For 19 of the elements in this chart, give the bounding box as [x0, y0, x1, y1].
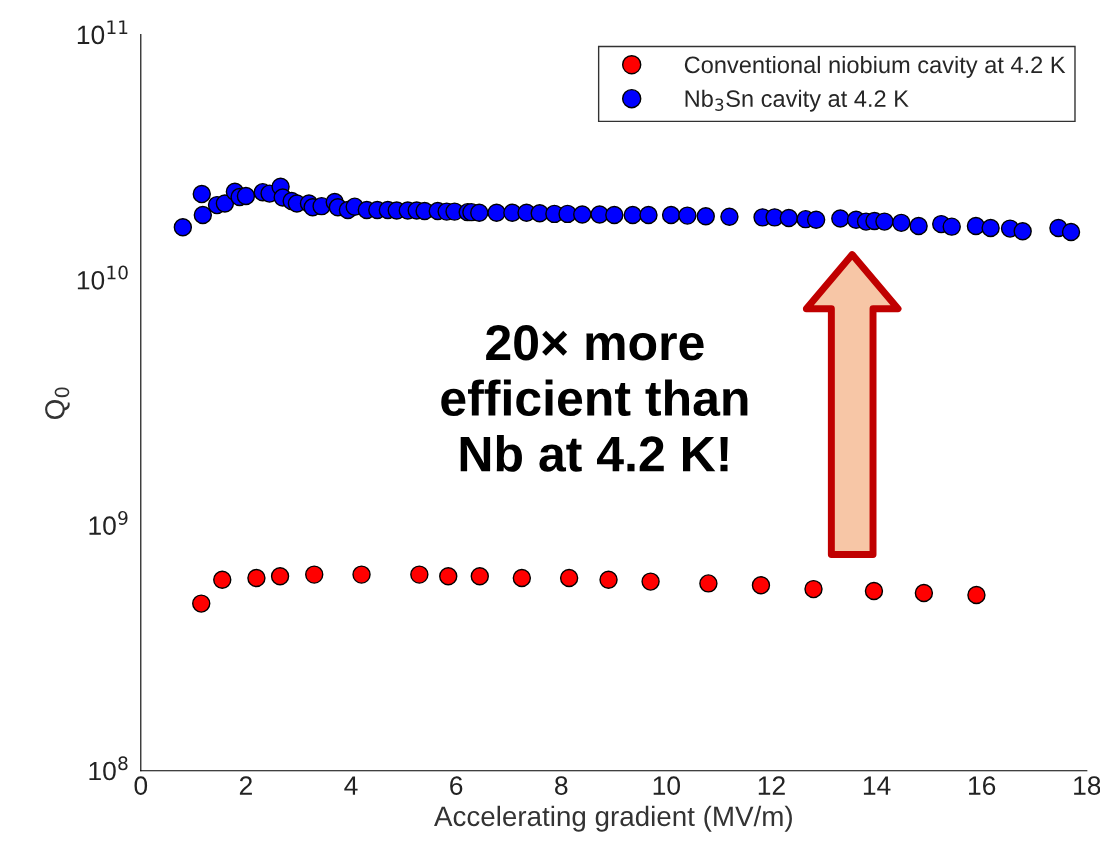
annotation: 20× more efficient than Nb at 4.2 K!: [441, 325, 748, 472]
y-tick-label: 10$^{8}$: [89, 756, 128, 781]
x-tick-label: 6: [450, 776, 463, 795]
y-tick-label: 10$^{10}$: [77, 265, 128, 290]
y-tick-label: 10$^{11}$: [77, 20, 128, 45]
x-tick-label: 16: [969, 776, 996, 795]
legend-label: Nb$_{3}$Sn cavity at 4.2 K: [685, 89, 909, 112]
x-tick-label: 18: [1074, 776, 1100, 795]
x-tick-label: 12: [758, 776, 785, 795]
x-tick-label: 4: [344, 776, 358, 795]
x-tick-label: 10: [653, 776, 680, 795]
x-tick-label: 2: [239, 776, 252, 795]
legend-label: Conventional niobium cavity at 4.2 K: [684, 55, 1066, 78]
x-axis-title: Accelerating gradient (MV/m): [434, 805, 792, 832]
x-tick-label: 8: [555, 776, 568, 795]
y-axis-title: Q$_{0}$: [45, 387, 70, 420]
x-tick-label: 0: [134, 776, 148, 795]
x-tick-label: 14: [863, 776, 891, 795]
y-tick-label: 10$^{9}$: [89, 510, 128, 535]
